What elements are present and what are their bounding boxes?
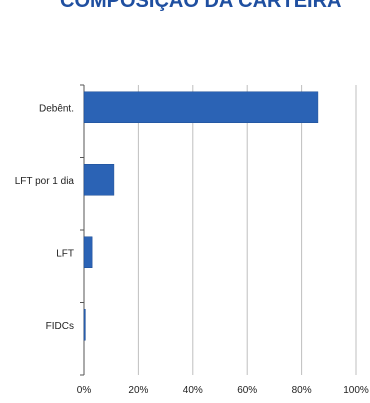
bar — [83, 236, 93, 268]
bar — [83, 91, 319, 123]
bar — [83, 309, 86, 341]
x-tick-label: 0% — [77, 385, 92, 396]
category-label: FIDCs — [46, 321, 74, 332]
x-tick-label: 80% — [292, 385, 312, 396]
category-label: Debênt. — [39, 103, 74, 114]
x-tick-label: 40% — [183, 385, 203, 396]
x-tick-label: 60% — [237, 385, 257, 396]
category-label: LFT — [56, 248, 74, 259]
chart-title: COMPOSIÇÃO DA CARTEIRA — [60, 0, 342, 12]
category-label: LFT por 1 dia — [15, 176, 75, 187]
x-tick-label: 100% — [343, 385, 369, 396]
x-tick-label: 20% — [128, 385, 148, 396]
bar — [83, 164, 115, 196]
